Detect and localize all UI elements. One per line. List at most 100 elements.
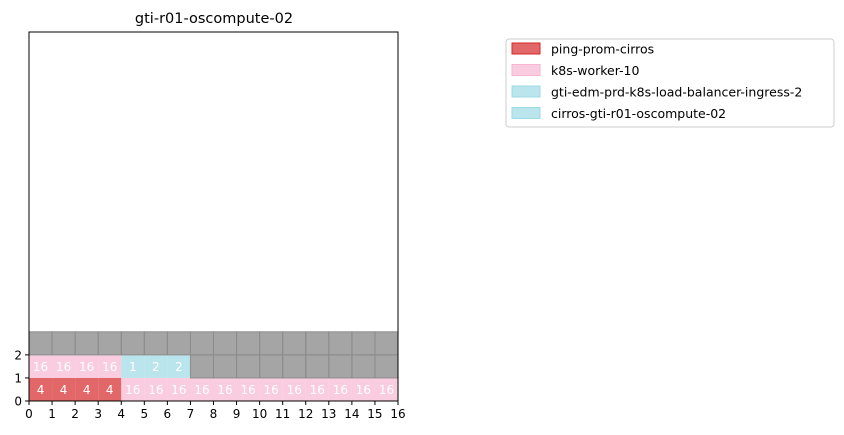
empty-cell — [374, 331, 399, 356]
data-cell — [52, 377, 76, 401]
empty-cell — [189, 354, 214, 379]
x-axis: 0 1 2 3 4 5 6 7 8 9 10 11 12 13 14 15 16 — [25, 401, 406, 421]
legend: ping-prom-cirros k8s-worker-10 gti-edm-prd… — [505, 38, 835, 128]
legend-label: ping-prom-cirros — [551, 42, 654, 57]
data-cell — [29, 377, 53, 401]
data-cell — [351, 377, 375, 401]
legend-swatch — [511, 107, 541, 119]
empty-cell — [282, 354, 307, 379]
empty-cell — [328, 354, 353, 379]
empty-cell — [97, 331, 122, 356]
empty-cell — [305, 354, 330, 379]
data-cell — [98, 354, 122, 378]
data-cell — [374, 377, 398, 401]
cell-label: 4 — [83, 383, 91, 397]
data-cell — [282, 377, 306, 401]
cell-label: 1 — [129, 360, 137, 374]
empty-cell — [51, 331, 76, 356]
cell-label: 16 — [33, 360, 48, 374]
data-cell — [144, 377, 168, 401]
cell-label: 16 — [287, 383, 302, 397]
data-cell — [259, 377, 283, 401]
x-tick-label: 8 — [210, 407, 218, 421]
empty-cell — [259, 354, 284, 379]
data-cell — [167, 354, 191, 378]
x-tick-label: 0 — [25, 407, 33, 421]
x-tick-label: 3 — [94, 407, 102, 421]
cell-label: 16 — [310, 383, 325, 397]
empty-cell — [213, 331, 238, 356]
x-tick-label: 9 — [233, 407, 241, 421]
data-cell — [75, 377, 99, 401]
data-cell — [98, 377, 122, 401]
data-cell — [75, 354, 99, 378]
x-tick-label: 1 — [48, 407, 56, 421]
x-tick-label: 16 — [390, 407, 405, 421]
empty-cell — [166, 331, 191, 356]
legend-swatch — [511, 64, 541, 76]
cell-label: 16 — [356, 383, 371, 397]
cell-label: 16 — [102, 360, 117, 374]
empty-cell — [189, 331, 214, 356]
x-tick-label: 15 — [367, 407, 382, 421]
data-cell — [121, 377, 145, 401]
x-tick-label: 12 — [298, 407, 313, 421]
data-cell — [29, 354, 53, 378]
legend-frame — [505, 38, 835, 128]
cell-label: 16 — [194, 383, 209, 397]
data-cell — [52, 354, 76, 378]
data-cell — [213, 377, 237, 401]
x-tick-label: 6 — [164, 407, 172, 421]
empty-cell — [213, 354, 238, 379]
legend-label: cirros-gti-r01-oscompute-02 — [551, 106, 726, 121]
legend-swatch — [511, 85, 541, 98]
data-cell — [190, 377, 214, 401]
y-tick-label: 2 — [14, 348, 22, 362]
cell-label: 16 — [240, 383, 255, 397]
legend-label: gti-edm-prd-k8s-load-balancer-ingress-2 — [551, 85, 802, 100]
empty-cell — [374, 354, 399, 379]
chart-title: gti-r01-oscompute-02 — [135, 11, 293, 27]
cell-label: 16 — [379, 383, 394, 397]
empty-cell — [351, 331, 376, 356]
empty-cell — [282, 331, 307, 356]
legend-label: k8s-worker-10 — [551, 63, 640, 78]
cell-label: 16 — [56, 360, 71, 374]
empty-cell — [328, 331, 353, 356]
x-tick-label: 7 — [187, 407, 195, 421]
x-tick-label: 2 — [71, 407, 79, 421]
empty-cell — [236, 354, 261, 379]
cell-label: 16 — [264, 383, 279, 397]
empty-cell — [305, 331, 330, 356]
cell-label: 4 — [106, 383, 114, 397]
data-cell — [121, 354, 145, 378]
cell-label: 16 — [171, 383, 186, 397]
empty-cell — [351, 354, 376, 379]
empty-cell — [143, 331, 168, 356]
data-cell — [328, 377, 352, 401]
empty-cell — [120, 331, 145, 356]
x-tick-label: 14 — [344, 407, 359, 421]
data-cell — [144, 354, 168, 378]
data-cell — [305, 377, 329, 401]
y-tick-label: 0 — [14, 395, 22, 409]
x-tick-label: 4 — [117, 407, 125, 421]
empty-cell — [259, 331, 284, 356]
data-cell — [167, 377, 191, 401]
empty-cell — [74, 331, 99, 356]
data-cell — [236, 377, 260, 401]
y-axis: 0 1 2 — [14, 348, 29, 409]
cell-label: 4 — [37, 383, 45, 397]
x-tick-label: 10 — [252, 407, 267, 421]
cell-label: 16 — [217, 383, 232, 397]
empty-cell — [236, 331, 261, 356]
cell-label: 16 — [148, 383, 163, 397]
cell-label: 16 — [333, 383, 348, 397]
cell-label: 16 — [79, 360, 94, 374]
cell-label: 2 — [152, 360, 160, 374]
cell-label: 16 — [125, 383, 140, 397]
x-tick-label: 13 — [321, 407, 336, 421]
legend-swatch — [511, 42, 541, 55]
cells-group: 4 4 4 4 16 16 16 16 16 16 16 16 16 16 16 16 16 16 16 16 1 2 2 — [28, 331, 399, 401]
